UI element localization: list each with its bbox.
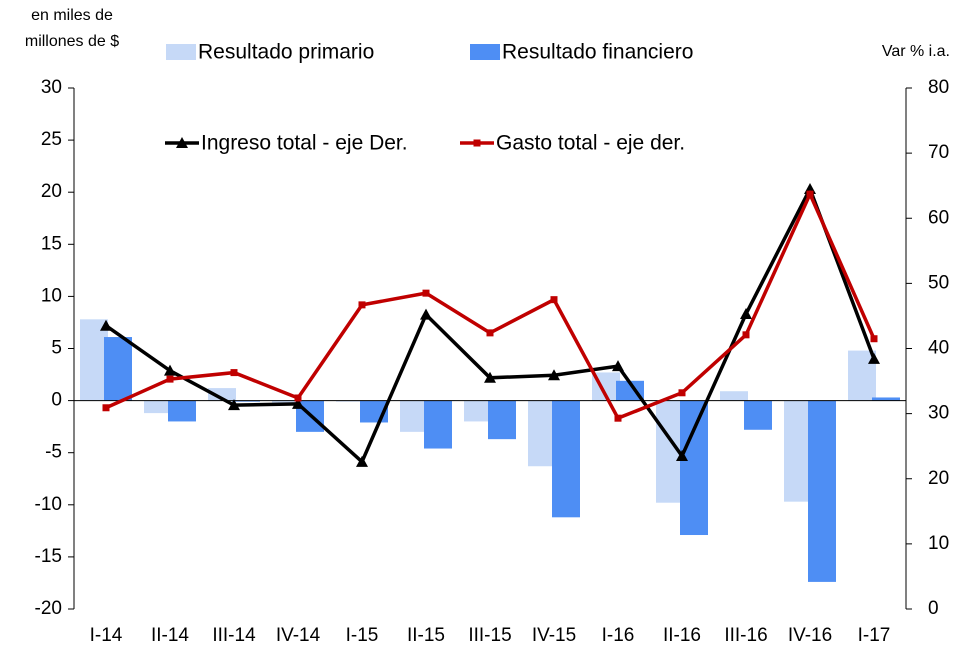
bar — [424, 400, 452, 449]
bar — [528, 400, 556, 467]
marker — [868, 352, 880, 364]
y2-tick-label: 20 — [928, 468, 949, 489]
marker — [292, 397, 304, 409]
marker — [358, 301, 366, 309]
x-tick-label: IV-14 — [276, 625, 321, 646]
bar — [104, 337, 132, 401]
marker — [422, 289, 430, 297]
marker — [612, 360, 624, 372]
legend-swatch — [166, 44, 196, 60]
legend-label: Ingreso total - eje Der. — [201, 132, 408, 155]
marker — [164, 364, 176, 376]
marker — [614, 414, 622, 422]
marker — [548, 369, 560, 381]
bar — [400, 400, 428, 432]
x-tick-label: I-17 — [858, 625, 891, 646]
marker — [484, 371, 496, 383]
marker — [230, 369, 238, 377]
y-tick-label: 15 — [41, 233, 62, 254]
x-tick-label: III-15 — [468, 625, 511, 646]
marker — [294, 394, 302, 402]
y2-tick-label: 80 — [928, 77, 949, 98]
marker — [100, 319, 112, 331]
bar — [272, 400, 300, 403]
marker — [356, 455, 368, 467]
bar — [808, 400, 836, 582]
bar — [464, 400, 492, 422]
bar — [168, 400, 196, 422]
legend-label: Gasto total - eje der. — [496, 132, 685, 155]
bar — [744, 400, 772, 430]
y-tick-label: -15 — [35, 546, 62, 567]
y-tick-label: 10 — [41, 285, 62, 306]
x-tick-label: I-15 — [346, 625, 379, 646]
bar — [336, 400, 364, 402]
y2-tick-label: 60 — [928, 207, 949, 228]
y2-tick-label: 30 — [928, 403, 949, 424]
y-label: millones de $ — [25, 33, 119, 50]
y-label: en miles de — [31, 7, 113, 24]
y2-tick-label: 10 — [928, 533, 949, 554]
x-tick-label: IV-16 — [788, 625, 832, 646]
bar — [80, 319, 108, 401]
bar — [488, 400, 516, 440]
y-tick-label: 30 — [41, 77, 62, 98]
x-tick-label: II-14 — [151, 625, 189, 646]
marker — [740, 307, 752, 319]
bar — [680, 400, 708, 536]
y2-tick-label: 0 — [928, 598, 939, 619]
legend-label: Resultado financiero — [502, 41, 693, 64]
bar — [720, 391, 748, 401]
bar — [872, 397, 900, 401]
y-tick-label: 20 — [41, 181, 62, 202]
y-tick-label: 0 — [51, 390, 62, 411]
line — [105, 189, 876, 421]
x-tick-label: I-14 — [90, 625, 123, 646]
x-tick-label: II-16 — [663, 625, 701, 646]
marker — [102, 404, 110, 412]
marker — [420, 308, 432, 320]
y2-tick-label: 70 — [928, 142, 949, 163]
y-tick-label: -5 — [45, 442, 62, 463]
marker — [486, 329, 494, 337]
marker — [678, 389, 686, 397]
y-tick-label: -10 — [35, 494, 62, 515]
x-tick-label: IV-15 — [532, 625, 576, 646]
y2-tick-label: 40 — [928, 338, 949, 359]
legend-label: Resultado primario — [198, 41, 374, 64]
marker — [473, 139, 481, 147]
bar — [784, 400, 812, 502]
marker — [870, 335, 878, 343]
y2-label: Var % i.a. — [882, 43, 950, 60]
y-tick-label: -20 — [35, 598, 62, 619]
marker — [676, 449, 688, 461]
x-tick-label: III-14 — [212, 625, 256, 646]
marker — [550, 296, 558, 304]
marker — [176, 137, 188, 148]
y-tick-label: 5 — [51, 338, 62, 359]
marker — [806, 190, 814, 198]
bar — [144, 400, 172, 414]
bar — [552, 400, 580, 518]
bar — [208, 388, 236, 401]
x-tick-label: III-16 — [724, 625, 767, 646]
legend-swatch — [470, 44, 500, 60]
marker — [742, 331, 750, 339]
y-tick-label: 25 — [41, 129, 62, 150]
marker — [228, 399, 240, 411]
y2-tick-label: 50 — [928, 272, 949, 293]
x-tick-label: II-15 — [407, 625, 445, 646]
x-tick-label: I-16 — [602, 625, 635, 646]
bar — [232, 400, 260, 402]
marker — [166, 375, 174, 383]
